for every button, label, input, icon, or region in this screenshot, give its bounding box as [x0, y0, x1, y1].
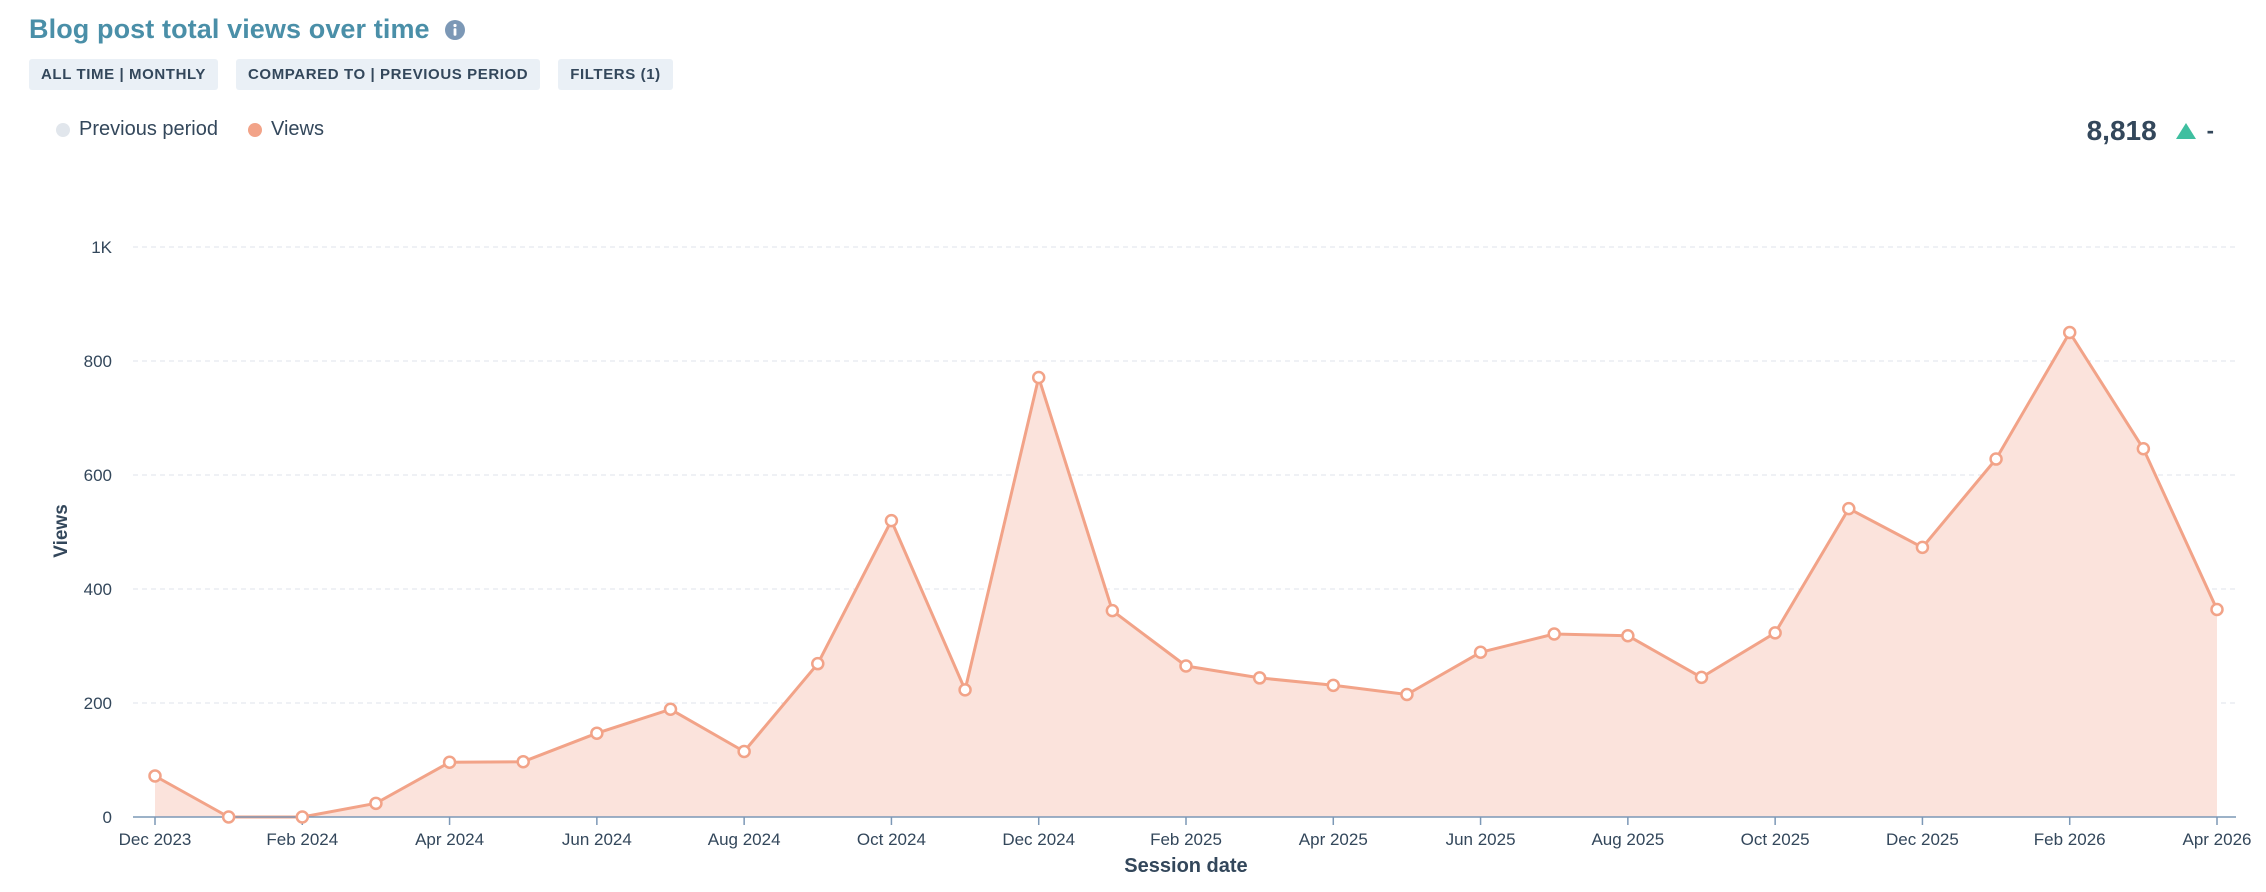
data-point[interactable] — [1105, 603, 1120, 618]
data-point[interactable] — [590, 726, 604, 740]
data-point[interactable] — [1842, 501, 1856, 516]
x-tick-label: Apr 2026 — [2183, 830, 2252, 849]
data-point[interactable] — [516, 754, 530, 769]
data-point[interactable] — [1547, 627, 1561, 641]
legend-item-previous-period[interactable]: Previous period — [56, 118, 218, 141]
summary-total: 8,818 - — [2087, 115, 2214, 147]
data-point[interactable] — [1473, 645, 1488, 660]
x-tick-label: Dec 2024 — [1002, 830, 1075, 849]
x-tick-label: Oct 2024 — [857, 830, 926, 849]
total-views-value: 8,818 — [2086, 115, 2157, 146]
change-value: - — [2206, 118, 2214, 143]
x-tick-label: Apr 2025 — [1299, 830, 1368, 849]
data-points — [148, 325, 2224, 824]
data-point[interactable] — [1915, 540, 1930, 555]
legend-label-views: Views — [270, 118, 324, 140]
x-tick-label: Feb 2026 — [2034, 830, 2106, 849]
filters-button[interactable]: FILTERS (1) — [558, 59, 673, 90]
x-tick-label: Aug 2025 — [1591, 830, 1664, 849]
data-point[interactable] — [148, 769, 162, 783]
data-point[interactable] — [221, 810, 236, 824]
info-circle-icon[interactable] — [444, 19, 466, 41]
legend-label-previous: Previous period — [79, 118, 218, 140]
triangle-up-icon — [2175, 123, 2196, 139]
x-tick-label: Oct 2025 — [1741, 830, 1810, 849]
data-point[interactable] — [1400, 687, 1414, 702]
data-point[interactable] — [1989, 452, 2003, 466]
x-tick-label: Dec 2025 — [1886, 830, 1959, 849]
data-point[interactable] — [442, 755, 457, 770]
y-tick-label: 0 — [103, 808, 112, 827]
data-point[interactable] — [811, 656, 825, 671]
data-point[interactable] — [1031, 370, 1046, 385]
y-axis-title: Views — [51, 504, 72, 558]
y-tick-label: 800 — [84, 352, 112, 371]
chart-legend: Previous period Views — [56, 118, 324, 141]
date-range-button[interactable]: ALL TIME | MONTHLY — [29, 59, 218, 90]
data-point[interactable] — [958, 683, 972, 697]
data-point[interactable] — [295, 810, 310, 824]
filter-chips: ALL TIME | MONTHLY COMPARED TO | PREVIOU… — [29, 59, 673, 90]
data-point[interactable] — [737, 744, 751, 759]
x-tick-label: Jun 2025 — [1446, 830, 1516, 849]
x-tick-label: Apr 2024 — [415, 830, 484, 849]
x-tick-label: Aug 2024 — [708, 830, 781, 849]
y-tick-label: 600 — [84, 466, 112, 485]
data-point[interactable] — [2210, 602, 2224, 617]
comparison-button[interactable]: COMPARED TO | PREVIOUS PERIOD — [236, 59, 541, 90]
data-point[interactable] — [1768, 626, 1782, 640]
chart-header: Blog post total views over time — [29, 14, 466, 45]
x-axis-ticks: Dec 2023 Feb 2024 Apr 2024 Jun 2024 Aug 2024… — [119, 817, 2252, 849]
data-point[interactable] — [2136, 442, 2151, 456]
data-point[interactable] — [884, 513, 899, 528]
x-tick-label: Feb 2025 — [1150, 830, 1222, 849]
legend-swatch-views — [247, 122, 262, 137]
legend-item-views[interactable]: Views — [247, 118, 324, 141]
y-axis-ticks: 0 200 400 600 800 1K — [84, 238, 113, 827]
x-tick-label: Jun 2024 — [562, 830, 632, 849]
x-axis-title: Session date — [1124, 855, 1247, 877]
y-tick-label: 200 — [84, 694, 112, 713]
y-tick-label: 1K — [91, 238, 112, 257]
data-point[interactable] — [1326, 678, 1341, 693]
data-point[interactable] — [1252, 671, 1267, 685]
x-tick-label: Feb 2024 — [266, 830, 338, 849]
data-point[interactable] — [1179, 659, 1193, 673]
data-point[interactable] — [369, 796, 383, 811]
data-point[interactable] — [2062, 325, 2077, 340]
data-point[interactable] — [1694, 670, 1709, 685]
legend-swatch-previous — [56, 122, 70, 137]
views-area-fill — [155, 332, 2217, 817]
data-point[interactable] — [663, 702, 678, 717]
x-tick-label: Dec 2023 — [119, 830, 192, 849]
data-point[interactable] — [1621, 628, 1635, 643]
chart-title: Blog post total views over time — [29, 14, 430, 44]
y-tick-label: 400 — [84, 580, 112, 599]
